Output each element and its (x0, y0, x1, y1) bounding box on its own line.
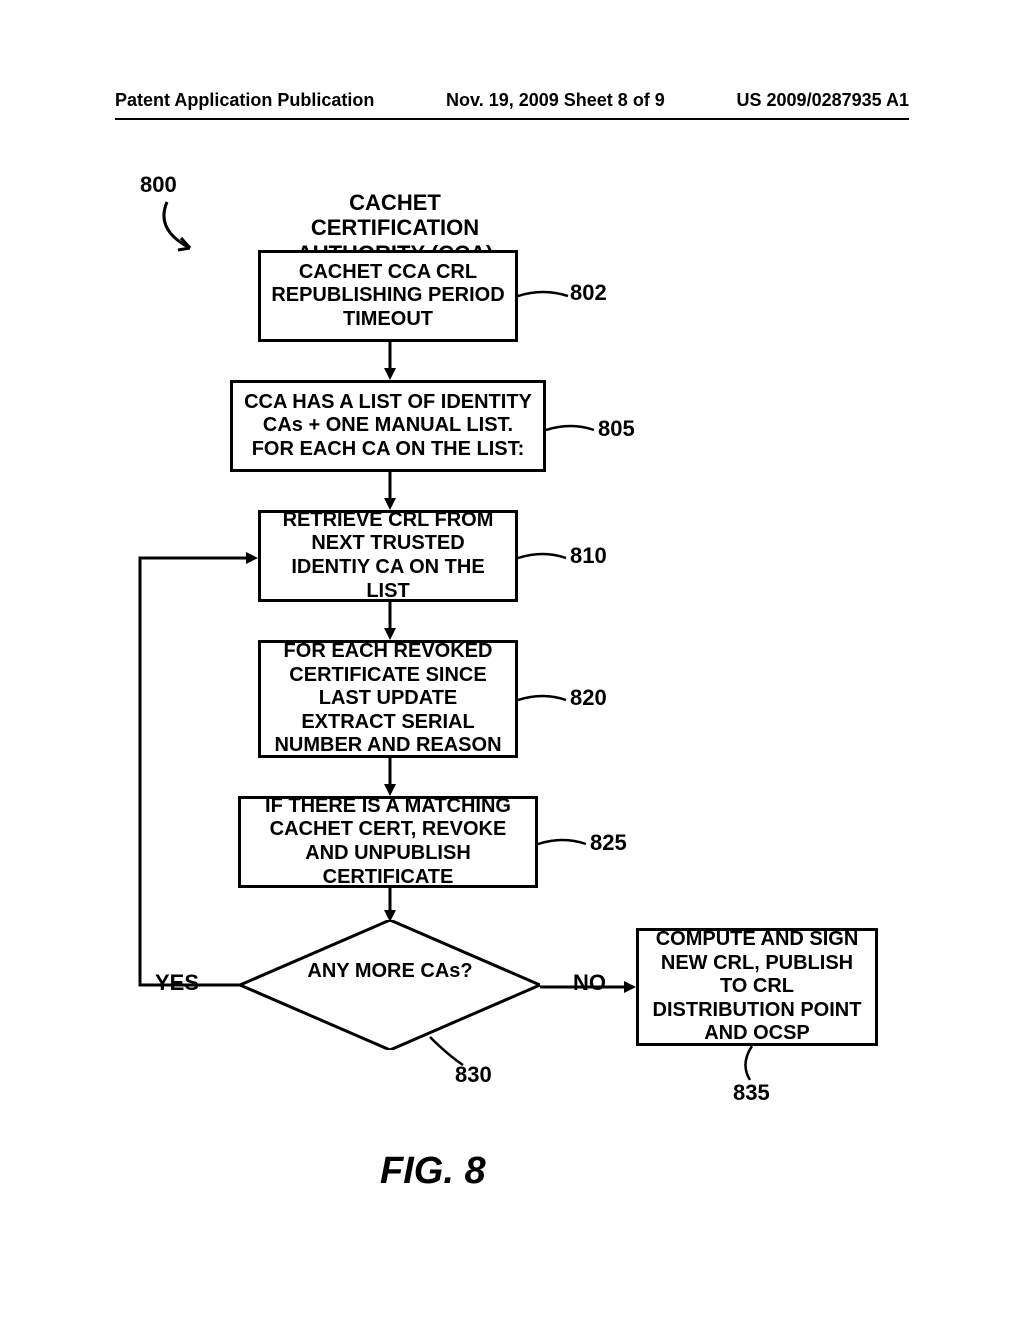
arrow-825-830 (380, 888, 400, 924)
lead-835 (740, 1046, 770, 1084)
header-right: US 2009/0287935 A1 (737, 90, 909, 111)
ref-802: 802 (570, 280, 607, 306)
step-802: CACHET CCA CRL REPUBLISHING PERIOD TIMEO… (258, 250, 518, 342)
step-820: FOR EACH REVOKED CERTIFICATE SINCE LAST … (258, 640, 518, 758)
step-805: CCA HAS A LIST OF IDENTITY CAs + ONE MAN… (230, 380, 546, 472)
lead-825 (538, 834, 590, 854)
decision-830-text: ANY MORE CAs? (240, 960, 540, 984)
ref-825: 825 (590, 830, 627, 856)
step-805-text: CCA HAS A LIST OF IDENTITY CAs + ONE MAN… (243, 391, 533, 462)
header-left: Patent Application Publication (115, 90, 374, 111)
step-802-text: CACHET CCA CRL REPUBLISHING PERIOD TIMEO… (271, 261, 505, 332)
ref-805: 805 (598, 416, 635, 442)
step-825: IF THERE IS A MATCHING CACHET CERT, REVO… (238, 796, 538, 888)
ref-800: 800 (140, 172, 177, 198)
step-810: RETRIEVE CRL FROM NEXT TRUSTED IDENTIY C… (258, 510, 518, 602)
decision-830: ANY MORE CAs? (240, 920, 540, 1050)
arrow-820-825 (380, 758, 400, 798)
figure-caption: FIG. 8 (380, 1150, 486, 1193)
ref-800-arrow (155, 200, 225, 260)
step-825-text: IF THERE IS A MATCHING CACHET CERT, REVO… (251, 795, 525, 889)
header-center: Nov. 19, 2009 Sheet 8 of 9 (446, 90, 665, 111)
lead-805 (546, 420, 598, 440)
lead-802 (518, 286, 573, 306)
arrow-805-810 (380, 472, 400, 512)
arrow-no-835 (540, 978, 640, 998)
arrow-810-820 (380, 602, 400, 642)
step-835: COMPUTE AND SIGN NEW CRL, PUBLISH TO CRL… (636, 928, 878, 1046)
lead-820 (518, 690, 570, 710)
arrow-802-805 (380, 342, 400, 382)
header-rule (115, 118, 909, 120)
lead-830 (428, 1035, 468, 1070)
page-header: Patent Application Publication Nov. 19, … (0, 90, 1024, 111)
step-835-text: COMPUTE AND SIGN NEW CRL, PUBLISH TO CRL… (649, 928, 865, 1046)
step-820-text: FOR EACH REVOKED CERTIFICATE SINCE LAST … (271, 640, 505, 758)
step-810-text: RETRIEVE CRL FROM NEXT TRUSTED IDENTIY C… (271, 509, 505, 603)
ref-820: 820 (570, 685, 607, 711)
lead-810 (518, 548, 570, 568)
ref-810: 810 (570, 543, 607, 569)
arrow-yes-loop (130, 550, 260, 995)
